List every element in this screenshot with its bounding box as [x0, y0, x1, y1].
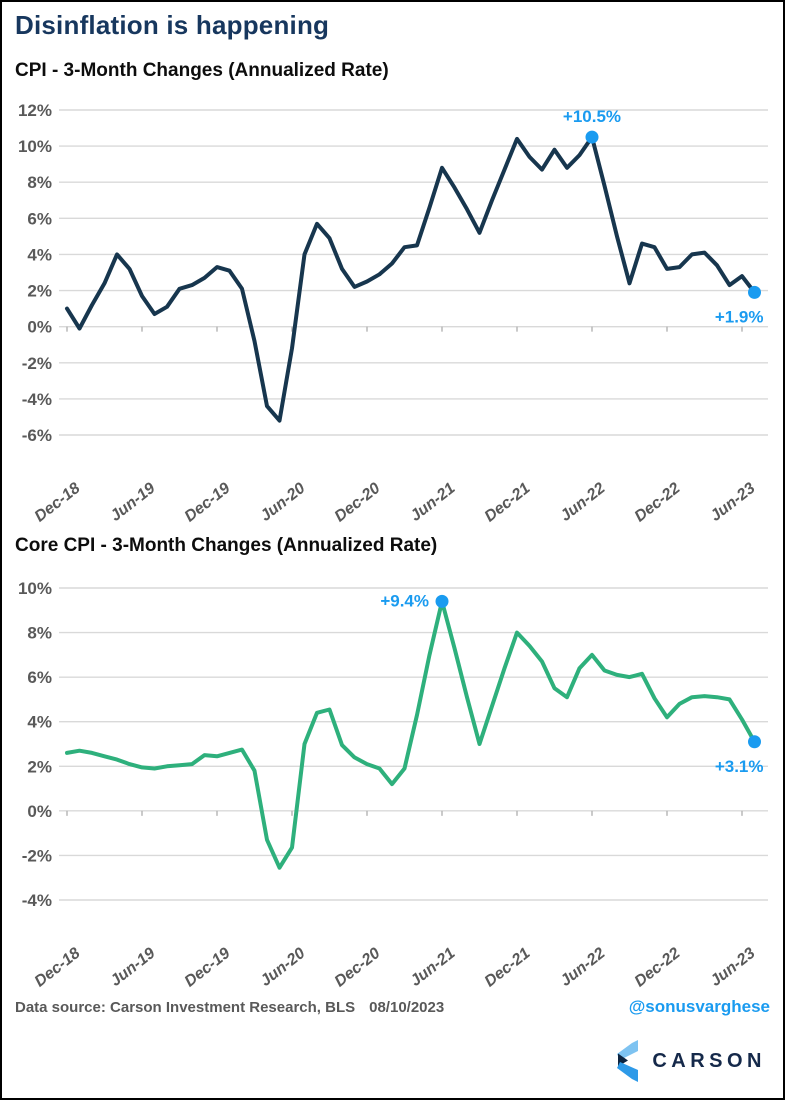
x-axis-label: Dec-20 [332, 480, 384, 526]
x-axis-label: Jun-22 [557, 945, 608, 990]
data-source-text: Data source: Carson Investment Research,… [15, 999, 444, 1016]
twitter-handle-link[interactable]: @sonusvarghese [628, 997, 770, 1016]
x-axis-label: Dec-19 [182, 945, 234, 991]
y-axis-label: 10% [18, 579, 52, 598]
x-axis-label: Dec-18 [32, 480, 84, 526]
x-axis-label: Dec-21 [482, 480, 534, 526]
cpi-line-chart: 12% 10% 8% 6% 4% 2% 0% -2% -4% -6% Dec-18 Jun-19 Dec… [18, 101, 768, 526]
logo-top-wing [617, 1040, 639, 1060]
data-point-marker [748, 735, 761, 749]
data-source-date: 08/10/2023 [369, 999, 445, 1016]
annotation-label: +3.1% [715, 757, 764, 776]
x-axis-label: Dec-22 [632, 480, 684, 526]
y-axis-label: 4% [27, 245, 52, 264]
x-axis-label: Dec-18 [32, 945, 84, 991]
y-axis-label: 2% [27, 757, 52, 776]
logo-bottom-wing [617, 1062, 639, 1082]
series-line [65, 599, 757, 870]
x-axis-label: Jun-21 [407, 945, 458, 990]
y-axis-label: 10% [18, 137, 52, 156]
annotation-label: +10.5% [563, 107, 621, 126]
carson-logo-icon [617, 1040, 639, 1082]
cpi-chart-title: CPI - 3-Month Changes (Annualized Rate) [15, 60, 389, 81]
annotation-label: +1.9% [715, 307, 764, 326]
y-axis-label: 8% [27, 173, 52, 192]
y-axis-label: -6% [22, 426, 52, 445]
carson-logo-text: CARSON [652, 1049, 766, 1072]
data-source-label: Data source: Carson Investment Research,… [15, 999, 356, 1016]
x-axis-label: Jun-19 [107, 480, 158, 525]
x-axis-label: Jun-19 [107, 945, 158, 990]
carson-logo: CARSON [617, 1040, 766, 1082]
x-axis-label: Jun-20 [257, 480, 308, 525]
x-axis-label: Jun-23 [707, 945, 758, 990]
footer: Data source: Carson Investment Research,… [15, 997, 770, 1017]
y-axis-label: 4% [27, 713, 52, 732]
data-point-marker [748, 285, 761, 299]
data-point-marker [585, 130, 599, 144]
x-axis-label: Dec-19 [182, 480, 234, 526]
y-axis-label: 0% [27, 318, 52, 337]
y-axis-label: 6% [27, 209, 52, 228]
y-axis-label: 0% [27, 802, 52, 821]
core-cpi-line-chart: 10% 8% 6% 4% 2% 0% -2% -4% Dec-18 Jun-19 Dec-19 Jun… [18, 579, 768, 991]
x-axis-label: Jun-21 [407, 480, 458, 525]
page-title: Disinflation is happening [15, 10, 330, 40]
x-axis-label: Dec-21 [482, 945, 534, 991]
y-axis-label: 12% [18, 101, 52, 120]
x-axis-label: Jun-20 [257, 945, 308, 990]
data-point-marker [435, 594, 449, 608]
y-axis-label: 6% [27, 668, 52, 687]
y-axis-label: -4% [22, 891, 52, 910]
core-cpi-chart-title: Core CPI - 3-Month Changes (Annualized R… [15, 535, 438, 556]
series-line [65, 135, 757, 423]
x-axis-label: Jun-23 [707, 480, 758, 525]
y-axis-label: -2% [22, 354, 52, 373]
annotation-label: +9.4% [380, 591, 429, 610]
x-axis-label: Dec-20 [332, 945, 384, 991]
x-axis-label: Dec-22 [632, 945, 684, 991]
y-axis-label: 2% [27, 282, 52, 301]
y-axis-label: 8% [27, 624, 52, 643]
y-axis-label: -4% [22, 390, 52, 409]
y-axis-label: -2% [22, 846, 52, 865]
x-axis-label: Jun-22 [557, 480, 608, 525]
